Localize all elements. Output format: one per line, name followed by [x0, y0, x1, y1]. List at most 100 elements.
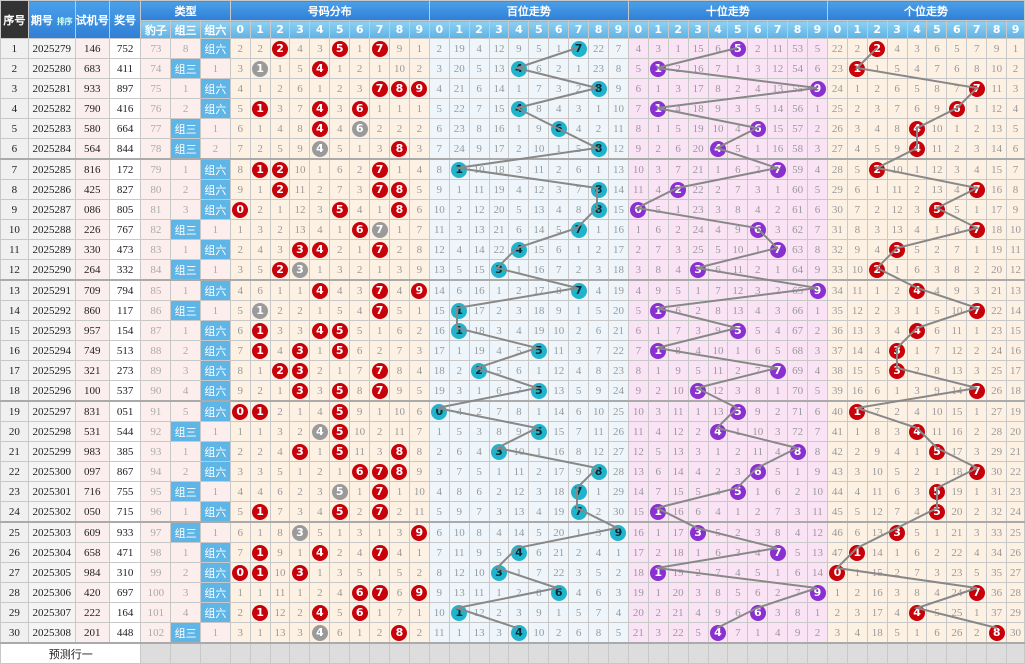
cell-hun-miss: 6 — [468, 78, 490, 99]
prediction-cell[interactable] — [886, 642, 908, 664]
prediction-cell[interactable] — [468, 642, 490, 664]
prediction-cell[interactable] — [428, 642, 450, 664]
cell-hun-miss: 6 — [568, 158, 590, 180]
cell-distribution: 2 — [269, 219, 291, 240]
header-seq[interactable]: 序号 — [0, 0, 29, 39]
sort-button[interactable]: 排序 — [56, 16, 73, 26]
prediction-cell[interactable] — [667, 642, 689, 664]
cell-uni-miss: 16 — [946, 421, 968, 442]
cell-uni-miss: 8 — [986, 622, 1008, 644]
prediction-cell[interactable] — [329, 642, 351, 664]
cell-baozi: 101 — [140, 602, 172, 623]
prediction-cell[interactable] — [787, 642, 809, 664]
prediction-cell[interactable] — [727, 642, 749, 664]
header-hun-digit-3: 3 — [488, 20, 510, 39]
cell-distribution: 4 — [229, 481, 251, 502]
badge-zuliu: 组六 — [199, 239, 231, 260]
prediction-cell[interactable] — [687, 642, 709, 664]
cell-uni-miss: 6 — [846, 521, 868, 543]
prediction-cell[interactable] — [986, 642, 1008, 664]
cell-ten-miss: 1 — [647, 562, 669, 583]
prediction-cell[interactable] — [906, 642, 928, 664]
prediction-cell[interactable] — [528, 642, 550, 664]
cell-distribution: 3 — [309, 38, 331, 59]
cell-issue: 2025285 — [27, 158, 76, 180]
cell-uni-miss: 10 — [866, 461, 888, 482]
cell-ten-miss: 10 — [667, 380, 689, 402]
cell-ten-miss: 1 — [647, 582, 669, 603]
prediction-cell[interactable] — [826, 642, 848, 664]
prediction-cell[interactable] — [408, 642, 430, 664]
prediction-cell[interactable] — [229, 642, 251, 664]
prediction-cell[interactable] — [647, 642, 669, 664]
cell-hun-miss: 8 — [588, 622, 609, 644]
prediction-cell[interactable] — [866, 642, 888, 664]
cell-ten-miss: 5 — [727, 400, 749, 422]
prediction-cell[interactable] — [508, 642, 530, 664]
prediction-cell[interactable] — [448, 642, 470, 664]
cell-distribution: 1 — [369, 562, 391, 583]
cell-ten-miss: 13 — [767, 78, 789, 99]
cell-distribution: 1 — [249, 78, 271, 99]
cell-distribution: 7 — [389, 340, 410, 361]
prediction-cell[interactable] — [269, 642, 291, 664]
hit-digit-ball: 3 — [291, 564, 308, 581]
cell-uni-miss: 14 — [1006, 300, 1025, 321]
prediction-cell[interactable] — [140, 642, 172, 664]
prediction-cell[interactable] — [548, 642, 570, 664]
prediction-cell[interactable] — [807, 642, 828, 664]
cell-distribution: 4 — [389, 542, 410, 563]
prediction-cell[interactable] — [309, 642, 331, 664]
cell-hun-miss: 3 — [548, 78, 570, 99]
prediction-cell[interactable] — [946, 642, 968, 664]
prediction-cell[interactable] — [588, 642, 609, 664]
header-issue[interactable]: 期号 排序 — [27, 0, 76, 39]
cell-zusan-miss: 2 — [170, 461, 201, 482]
prediction-cell[interactable] — [607, 642, 629, 664]
cell-hun-miss: 13 — [508, 501, 530, 523]
prediction-cell[interactable] — [249, 642, 271, 664]
prediction-cell[interactable] — [488, 642, 510, 664]
prediction-cell[interactable] — [627, 642, 649, 664]
cell-distribution: 11 — [349, 441, 371, 462]
uni-ball: 3 — [889, 524, 906, 541]
prediction-cell[interactable] — [1006, 642, 1025, 664]
cell-distribution: 4 — [329, 118, 351, 139]
cell-distribution: 7 — [369, 38, 391, 59]
ten-ball: 7 — [769, 544, 786, 561]
cell-uni-miss: 1 — [926, 521, 948, 543]
cell-distribution: 3 — [229, 259, 251, 281]
cell-hun-miss: 13 — [528, 199, 550, 220]
prediction-cell[interactable] — [199, 642, 231, 664]
cell-hun-miss: 18 — [528, 300, 550, 321]
cell-ten-miss: 5 — [747, 562, 769, 583]
cell-ten-miss: 5 — [667, 279, 689, 301]
prediction-cell[interactable] — [389, 642, 410, 664]
prediction-cell[interactable] — [349, 642, 371, 664]
prediction-cell[interactable] — [966, 642, 988, 664]
cell-distribution: 2 — [309, 179, 331, 200]
cell-distribution: 1 — [229, 421, 251, 442]
header-dist-digit-9: 9 — [408, 20, 430, 39]
hit-digit-ball: 4 — [311, 604, 328, 621]
prediction-cell[interactable] — [747, 642, 769, 664]
prediction-cell[interactable] — [568, 642, 590, 664]
cell-ten-miss: 3 — [767, 421, 789, 442]
repeat-digit-ball: 3 — [291, 261, 308, 278]
cell-distribution: 5 — [329, 421, 351, 442]
prediction-cell[interactable] — [926, 642, 948, 664]
cell-distribution: 3 — [269, 239, 291, 260]
prediction-cell[interactable] — [369, 642, 391, 664]
prediction-cell[interactable] — [846, 642, 868, 664]
prediction-cell[interactable] — [170, 642, 201, 664]
prediction-cell[interactable] — [289, 642, 311, 664]
cell-distribution: 1 — [309, 158, 331, 180]
prediction-cell[interactable] — [707, 642, 729, 664]
cell-hun-miss: 2 — [508, 582, 530, 603]
cell-distribution: 7 — [369, 582, 391, 603]
cell-distribution: 2 — [309, 582, 331, 603]
cell-distribution: 7 — [369, 481, 391, 502]
ten-ball: 7 — [769, 241, 786, 258]
cell-distribution: 5 — [329, 320, 351, 341]
prediction-cell[interactable] — [767, 642, 789, 664]
